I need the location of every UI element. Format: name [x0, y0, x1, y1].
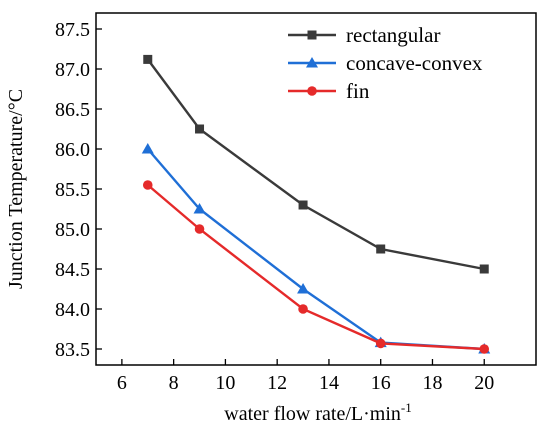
series-layer: [141, 54, 491, 354]
legend-entry: rectangular: [288, 23, 440, 47]
data-point-concave-convex: [141, 143, 154, 154]
legend-label: rectangular: [346, 23, 440, 47]
x-tick-label: 14: [319, 372, 339, 394]
plot-area: 6 8 10 12 14 16 18 20 83.584.084.585.085.586.08…: [55, 12, 537, 394]
series-concave-convex: [141, 143, 491, 354]
y-axis-ticks: 83.5 84.0 84.5 85.0 85.5 86.0 86.5 87.0 87.5: [55, 19, 102, 361]
y-tick-label: 85.5: [55, 179, 90, 201]
y-tick-label: 86.5: [55, 99, 90, 121]
legend-entry: concave-convex: [288, 51, 483, 75]
x-axis-title: water flow rate/L·min-1: [224, 400, 411, 425]
data-point-fin: [194, 224, 205, 234]
series-line-concave-convex: [146, 148, 485, 351]
legend-label: fin: [346, 79, 370, 103]
data-point-rectangular: [143, 54, 153, 64]
data-point-concave-convex: [297, 283, 310, 294]
data-point-fin: [479, 344, 490, 354]
x-tick-label: 10: [215, 372, 235, 394]
legend-entry: fin: [288, 79, 370, 103]
data-point-fin: [298, 304, 308, 314]
x-tick-label: 12: [267, 372, 287, 394]
x-tick-label: 6: [117, 372, 127, 394]
x-tick-label: 16: [371, 372, 391, 394]
legend-swatch-marker: [306, 57, 318, 68]
y-tick-label: 85.0: [55, 219, 90, 241]
data-point-concave-convex: [193, 203, 206, 214]
x-axis-title-superscript: -1: [401, 400, 412, 415]
y-tick-label: 84.5: [55, 259, 90, 281]
series-rectangular: [143, 54, 489, 274]
x-tick-label: 8: [169, 372, 179, 394]
y-tick-label: 87.0: [55, 59, 90, 81]
data-point-fin: [375, 338, 386, 349]
y-axis-title: Junction Temperature/°C: [5, 89, 27, 289]
y-tick-label: 84.0: [55, 299, 90, 321]
legend-swatch-marker: [307, 30, 317, 40]
data-point-rectangular: [376, 244, 386, 254]
x-axis-ticks: 6 8 10 12 14 16 18 20: [117, 359, 494, 394]
data-point-fin: [142, 180, 153, 190]
series-fin: [142, 180, 490, 354]
y-tick-label: 87.5: [55, 19, 90, 41]
data-point-rectangular: [298, 200, 308, 210]
y-tick-label: 86.0: [55, 139, 90, 161]
data-point-rectangular: [479, 264, 489, 274]
legend-swatch-marker: [307, 86, 317, 96]
legend-label: concave-convex: [346, 51, 483, 75]
y-tick-label: 83.5: [55, 339, 90, 361]
legend: rectangular concave-convex fin: [288, 23, 483, 103]
x-tick-label: 18: [422, 372, 442, 394]
x-tick-label: 20: [474, 372, 494, 394]
data-point-rectangular: [195, 124, 205, 134]
